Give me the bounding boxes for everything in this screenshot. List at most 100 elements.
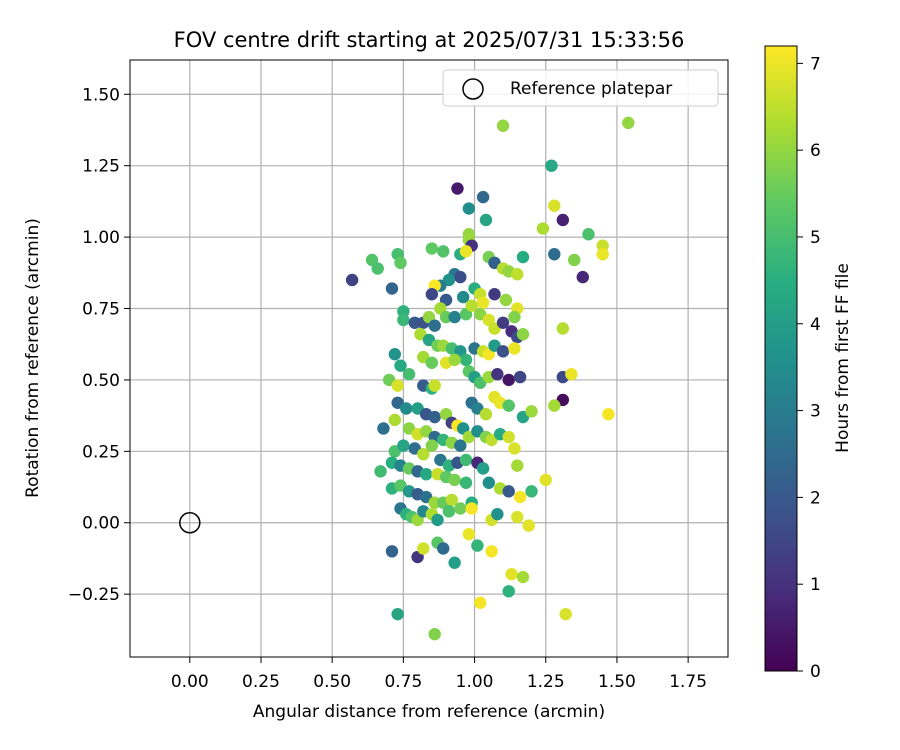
x-tick-label: 0.00	[171, 672, 209, 692]
data-point	[502, 585, 515, 598]
data-point	[548, 248, 561, 261]
data-point	[491, 368, 504, 381]
data-point	[454, 502, 467, 515]
data-point	[511, 268, 524, 281]
data-point	[479, 408, 493, 421]
x-tick-label: 0.75	[384, 672, 422, 692]
data-point	[568, 253, 581, 267]
data-point	[391, 607, 404, 621]
colorbar: 0 1 2 3 4 5 6 7 Hours from first FF file	[764, 45, 853, 682]
data-point	[502, 430, 515, 444]
y-tick-label: 1.50	[82, 85, 120, 105]
data-point	[428, 496, 441, 509]
data-point	[462, 202, 476, 215]
data-point	[476, 296, 490, 309]
colorbar-tick-label: 4	[810, 315, 821, 335]
colorbar-tick-label: 0	[810, 662, 821, 682]
data-point	[394, 359, 407, 372]
data-point	[408, 316, 421, 329]
data-point	[431, 513, 444, 527]
data-point	[428, 627, 441, 641]
data-point	[622, 116, 635, 130]
data-point	[448, 353, 461, 367]
data-point	[462, 527, 476, 541]
colorbar-ticks: 0 1 2 3 4 5 6 7	[797, 54, 821, 682]
data-point	[513, 370, 527, 384]
data-point	[425, 288, 439, 301]
legend-box	[442, 69, 719, 107]
data-point	[394, 256, 407, 270]
data-point	[459, 245, 473, 258]
data-point	[488, 288, 501, 301]
y-tick-label: −0.25	[68, 585, 120, 605]
y-tick-label: 0.75	[82, 300, 120, 320]
data-point	[596, 239, 609, 252]
data-point	[545, 159, 558, 172]
data-point	[456, 290, 470, 304]
data-point	[425, 356, 439, 369]
x-tick-label: 0.25	[242, 672, 280, 692]
data-point	[505, 567, 518, 581]
data-point	[428, 410, 441, 424]
data-point	[502, 373, 515, 387]
data-point	[496, 316, 510, 329]
data-point	[437, 542, 450, 555]
colorbar-tick-label: 2	[810, 488, 821, 508]
data-point	[417, 447, 430, 461]
plot-frame	[129, 59, 729, 658]
colorbar-label: Hours from first FF file	[833, 263, 853, 453]
x-axis-ticks: 0.00 0.25 0.50 0.75 1.00 1.25 1.50 1.75	[171, 657, 707, 692]
data-point	[516, 570, 530, 584]
colorbar-gradient	[764, 45, 798, 672]
data-point	[502, 399, 515, 412]
data-point	[371, 262, 384, 275]
data-point	[419, 467, 433, 481]
data-point	[582, 228, 595, 241]
data-point	[448, 310, 461, 324]
colorbar-tick-label: 6	[810, 141, 821, 161]
data-point	[439, 310, 453, 324]
legend-label: Reference platepar	[510, 79, 672, 99]
data-point	[377, 422, 390, 435]
data-point	[388, 348, 402, 361]
data-point	[508, 310, 521, 324]
data-point	[513, 490, 527, 504]
data-point	[459, 453, 473, 467]
reference-platepar-marker	[179, 511, 201, 534]
data-point	[602, 408, 615, 421]
data-point	[442, 505, 456, 518]
data-point	[465, 502, 478, 515]
data-point	[388, 413, 402, 427]
data-point	[454, 439, 467, 452]
x-tick-label: 1.50	[598, 672, 636, 692]
data-point	[508, 342, 521, 355]
data-point	[374, 465, 387, 478]
data-point	[476, 462, 490, 475]
data-point	[496, 119, 510, 132]
y-axis-ticks: −0.25 0.00 0.25 0.50 0.75 1.00 1.25 1.50	[68, 85, 130, 605]
data-point	[400, 402, 413, 415]
y-tick-label: 0.00	[82, 514, 120, 534]
grid-lines	[130, 60, 728, 657]
data-point	[391, 379, 404, 392]
data-point	[548, 199, 561, 212]
data-point	[516, 250, 530, 264]
data-point	[451, 182, 464, 195]
x-tick-label: 1.25	[527, 672, 565, 692]
data-point	[525, 405, 538, 418]
data-point	[428, 319, 441, 332]
data-point	[539, 473, 552, 487]
data-point	[536, 222, 550, 235]
data-point	[511, 459, 524, 472]
data-point	[556, 322, 570, 335]
legend-marker-icon	[462, 78, 484, 100]
data-point	[474, 596, 487, 609]
data-point	[454, 270, 467, 284]
colorbar-tick-label: 7	[810, 54, 821, 74]
data-point	[525, 485, 538, 498]
data-point	[499, 293, 513, 307]
data-point	[559, 607, 572, 621]
colorbar-tick-label: 3	[810, 402, 821, 422]
x-tick-label: 1.00	[456, 672, 494, 692]
